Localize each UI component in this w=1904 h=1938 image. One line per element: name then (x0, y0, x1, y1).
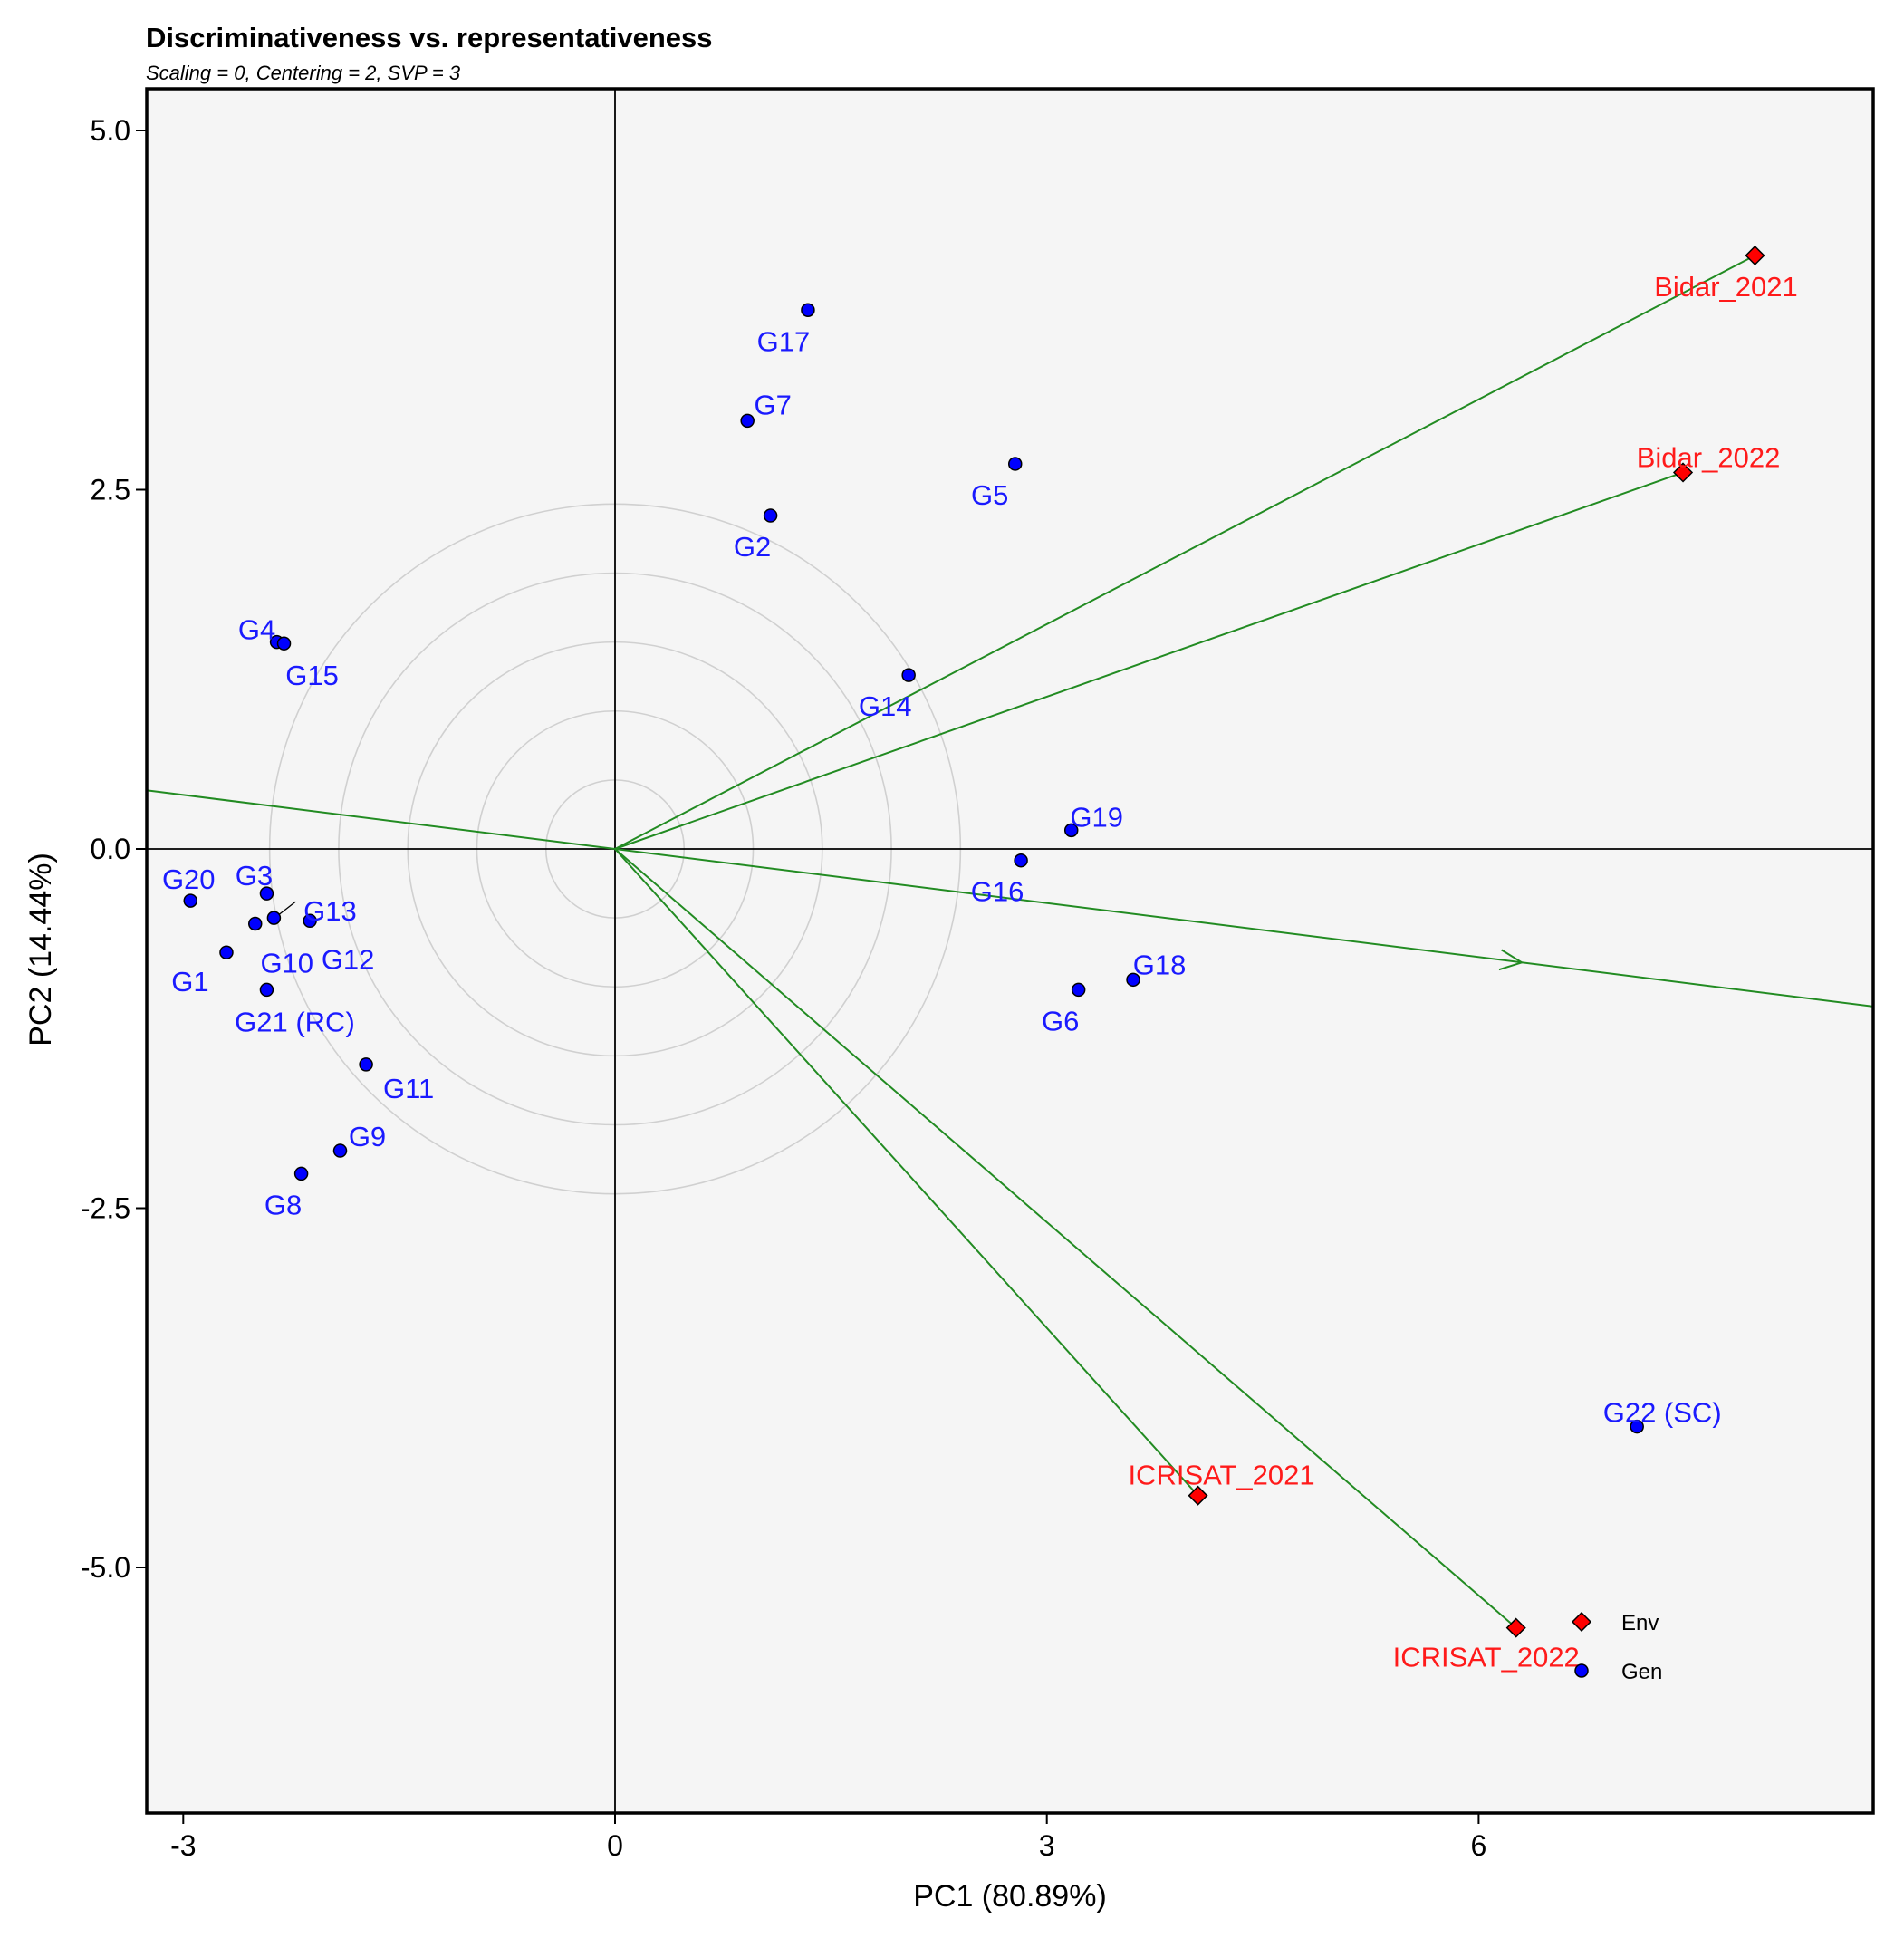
gen-label-g4: G4 (238, 614, 275, 646)
gen-label-g8: G8 (264, 1189, 302, 1220)
y-tick-label: 0.0 (91, 833, 130, 865)
gen-label-g11: G11 (383, 1073, 434, 1104)
env-label-bidar-2022: Bidar_2022 (1637, 441, 1781, 473)
y-tick-label: 5.0 (91, 114, 130, 147)
gen-label-g12: G12 (322, 943, 375, 975)
gen-label-g3: G3 (236, 860, 273, 892)
gen-point-g11 (359, 1057, 373, 1072)
env-point-bidar-2022 (1672, 462, 1694, 483)
env-point-icrisat-2021 (1188, 1485, 1208, 1506)
gen-label-g20: G20 (162, 863, 216, 895)
legend: Env Gen (1571, 1611, 1662, 1684)
gen-label-g15: G15 (285, 660, 339, 691)
env-label-icrisat-2021: ICRISAT_2021 (1128, 1460, 1314, 1491)
gen-point-g9 (332, 1143, 348, 1158)
gen-point-g6 (1071, 982, 1086, 998)
gen-label-g18: G18 (1133, 949, 1187, 980)
gen-point-g16 (1014, 853, 1028, 868)
legend-gen-marker (1574, 1663, 1589, 1678)
x-tick-label: 6 (1471, 1829, 1487, 1862)
gen-point-g5 (1007, 457, 1023, 471)
legend-label-env: Env (1621, 1611, 1659, 1635)
gen-label-g14: G14 (859, 690, 912, 722)
g13-leader-line (279, 901, 296, 915)
x-tick-label: 3 (1039, 1829, 1055, 1862)
gen-point-g1 (219, 945, 234, 959)
gen-label-g19: G19 (1070, 801, 1123, 833)
chart-subtitle: Scaling = 0, Centering = 2, SVP = 3 (146, 62, 461, 84)
gen-point-g18 (1126, 972, 1140, 988)
gen-point-g2 (763, 508, 778, 523)
environment-vectors (614, 255, 1755, 1629)
gen-label-g22-sc: G22 (SC) (1603, 1397, 1722, 1429)
gen-point-g20 (183, 893, 197, 908)
gen-point-g19 (1063, 823, 1079, 838)
x-tick-label: 0 (607, 1829, 623, 1862)
zero-axis-lines (147, 89, 1873, 1813)
gen-label-g10: G10 (260, 947, 313, 979)
y-axis-label: PC2 (14.44%) (24, 853, 58, 1046)
gen-point-g3 (259, 886, 274, 901)
env-point-bidar-2021 (1745, 245, 1765, 266)
env-point-icrisat-2022 (1505, 1617, 1526, 1638)
gen-point-g12 (303, 913, 317, 929)
gen-point-g13 (266, 911, 282, 925)
legend-env-marker (1571, 1611, 1592, 1633)
x-tick-label: -3 (170, 1829, 196, 1862)
gen-label-g5: G5 (971, 479, 1008, 511)
average-environment-axis (147, 789, 1873, 1008)
gen-point-g14 (901, 668, 916, 682)
gen-label-g1: G1 (171, 966, 208, 998)
gen-point-g10 (248, 916, 263, 931)
gen-label-g13: G13 (303, 895, 357, 927)
plot-panel (147, 89, 1873, 1813)
y-axis-ticks: 5.0 2.5 0.0 -2.5 -5.0 (81, 114, 147, 1584)
gen-label-g21-rc: G21 (RC) (235, 1006, 355, 1037)
y-tick-label: -2.5 (81, 1192, 130, 1225)
x-axis-ticks: -3 0 3 6 (170, 1813, 1486, 1862)
env-vector-icrisat-2022 (614, 848, 1517, 1629)
gen-point-g21-rc (259, 982, 274, 998)
gen-point-g22-sc (1630, 1419, 1644, 1434)
gen-label-g9: G9 (349, 1121, 386, 1152)
gen-label-g6: G6 (1042, 1005, 1079, 1036)
x-axis-label: PC1 (80.89%) (913, 1879, 1107, 1914)
legend-label-gen: Gen (1621, 1660, 1662, 1684)
average-environment-axis-line (147, 789, 1873, 1008)
gen-label-g17: G17 (757, 325, 811, 357)
env-vector-bidar-2022 (614, 471, 1684, 850)
gen-label-g7: G7 (755, 389, 792, 420)
env-label-icrisat-2022: ICRISAT_2022 (1393, 1642, 1580, 1673)
point-labels: G1 G2 G3 G4 G5 G6 G7 G8 G9 G10 G11 G12 G13 G14 G15 G16 G… (162, 271, 1798, 1673)
chart-title: Discriminativeness vs. representativenes… (146, 22, 713, 53)
gen-label-g2: G2 (734, 531, 771, 563)
env-label-bidar-2021: Bidar_2021 (1654, 271, 1798, 303)
env-vector-icrisat-2021 (614, 848, 1199, 1497)
y-tick-label: 2.5 (91, 474, 130, 506)
gen-point-g7 (740, 413, 755, 429)
gen-label-g16: G16 (971, 876, 1024, 908)
gen-point-g15 (276, 636, 292, 651)
env-vector-bidar-2021 (614, 255, 1755, 850)
gen-point-g17 (801, 303, 815, 317)
data-points (183, 245, 1765, 1638)
average-environment-arrowhead (1498, 949, 1524, 971)
plot-border (145, 87, 1875, 1815)
gen-point-g8 (293, 1166, 309, 1181)
y-tick-label: -5.0 (81, 1551, 130, 1584)
